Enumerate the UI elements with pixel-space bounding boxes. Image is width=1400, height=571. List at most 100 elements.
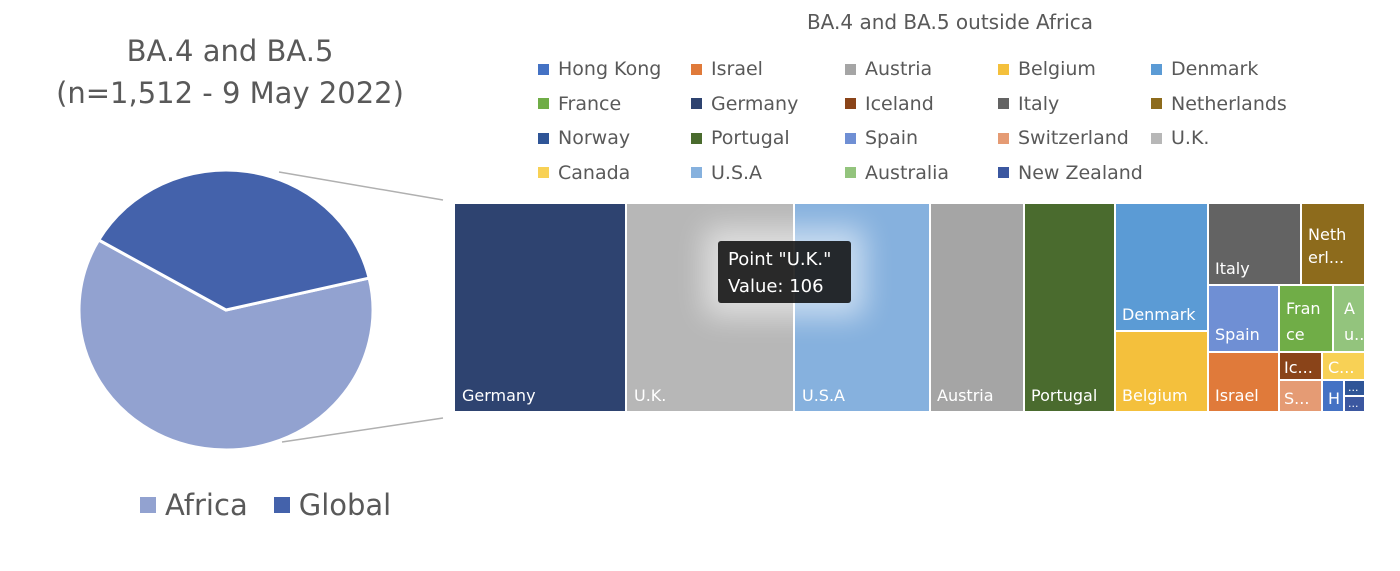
- treemap-label-new-zealand: ...: [1348, 397, 1359, 410]
- legend-swatch-hong-kong: [538, 63, 549, 75]
- legend-item-africa[interactable]: Africa: [140, 488, 248, 522]
- legend-swatch-u-k: [1151, 132, 1162, 144]
- pie-title-line2: (n=1,512 - 9 May 2022): [56, 76, 404, 110]
- legend-item-spain[interactable]: Spain: [845, 126, 918, 150]
- legend-label-hong-kong: Hong Kong: [558, 58, 662, 80]
- legend-swatch-iceland: [845, 98, 856, 109]
- treemap-label-belgium: Belgium: [1122, 386, 1188, 405]
- legend-label-belgium: Belgium: [1018, 58, 1096, 80]
- legend-label-africa: Africa: [165, 488, 248, 522]
- treemap-tile-netherlands[interactable]: [1302, 204, 1364, 284]
- legend-item-austria[interactable]: Austria: [845, 57, 932, 81]
- legend-item-norway[interactable]: Norway: [538, 126, 630, 150]
- legend-item-israel[interactable]: Israel: [691, 57, 763, 81]
- connector-line-bottom: [281, 417, 444, 443]
- legend-swatch-portugal: [691, 132, 702, 144]
- legend-item-netherlands[interactable]: Netherlands: [1151, 92, 1287, 116]
- treemap-tile-denmark[interactable]: [1116, 204, 1207, 330]
- legend-label-italy: Italy: [1018, 92, 1060, 115]
- legend-item-global[interactable]: Global: [273, 488, 392, 522]
- legend-label-spain: Spain: [865, 127, 919, 149]
- legend-item-australia[interactable]: Australia: [845, 161, 949, 185]
- treemap-label-hong-kong: H: [1328, 389, 1340, 408]
- legend-item-italy[interactable]: Italy: [998, 92, 1059, 116]
- treemap-label-canada: C...: [1328, 358, 1354, 377]
- treemap-label-u-k: U.K.: [634, 386, 666, 405]
- treemap-label-france-1: Fran: [1286, 299, 1321, 318]
- treemap-tile-hong-kong[interactable]: [1323, 381, 1343, 411]
- legend-item-hong-kong[interactable]: Hong Kong: [538, 57, 661, 81]
- legend-label-canada: Canada: [558, 161, 631, 184]
- treemap-tile-u-k[interactable]: [627, 204, 793, 411]
- legend-item-switzerland[interactable]: Switzerland: [998, 126, 1129, 150]
- treemap-tile-portugal[interactable]: [1025, 204, 1114, 411]
- treemap-tile-israel[interactable]: [1209, 353, 1278, 411]
- legend-swatch-israel: [691, 63, 702, 75]
- legend-item-portugal[interactable]: Portugal: [691, 126, 790, 150]
- legend-label-israel: Israel: [711, 58, 763, 80]
- data-point-tooltip: Point "U.K." Value: 106: [718, 241, 851, 303]
- legend-label-austria: Austria: [865, 58, 933, 80]
- pie-slice-global[interactable]: [96, 168, 371, 312]
- legend-item-belgium[interactable]: Belgium: [998, 57, 1096, 81]
- legend-swatch-u-s-a: [691, 167, 702, 178]
- legend-swatch-germany: [691, 98, 702, 109]
- legend-label-denmark: Denmark: [1171, 58, 1259, 80]
- legend-label-switzerland: Switzerland: [1018, 127, 1129, 149]
- legend-item-u-s-a[interactable]: U.S.A: [691, 161, 762, 185]
- legend-swatch-netherlands: [1151, 98, 1162, 109]
- treemap-tile-france[interactable]: [1280, 286, 1332, 351]
- legend-label-u-s-a: U.S.A: [711, 161, 763, 184]
- treemap-tile-italy[interactable]: [1209, 204, 1300, 284]
- legend-swatch-new-zealand: [998, 167, 1009, 178]
- treemap-tile-belgium[interactable]: [1116, 332, 1207, 411]
- treemap-title: BA.4 and BA.5 outside Africa: [806, 10, 1094, 34]
- treemap-tile-new-zealand[interactable]: [1345, 397, 1364, 411]
- legend-swatch-africa: [140, 497, 156, 513]
- treemap-label-iceland: Ic...: [1284, 358, 1313, 377]
- legend-swatch-belgium: [998, 63, 1009, 75]
- treemap-label-france-2: ce: [1286, 325, 1305, 344]
- legend-swatch-france: [538, 98, 549, 109]
- legend-item-france[interactable]: France: [538, 92, 621, 116]
- treemap-tile-u-s-a[interactable]: [795, 204, 929, 411]
- legend-item-canada[interactable]: Canada: [538, 161, 630, 185]
- treemap-label-australia-2: u...: [1344, 325, 1369, 344]
- treemap-tile-norway[interactable]: [1345, 381, 1364, 395]
- legend-item-denmark[interactable]: Denmark: [1151, 57, 1258, 81]
- treemap-label-u-s-a: U.S.A: [802, 386, 845, 405]
- treemap-tile-australia[interactable]: [1334, 286, 1364, 351]
- legend-label-portugal: Portugal: [711, 127, 790, 149]
- treemap-tile-germany[interactable]: [455, 204, 625, 411]
- treemap-tile-austria[interactable]: [931, 204, 1023, 411]
- pie-chart-title: BA.4 and BA.5 (n=1,512 - 9 May 2022): [40, 30, 420, 114]
- legend-label-australia: Australia: [865, 161, 950, 184]
- treemap-tile-spain[interactable]: [1209, 286, 1278, 351]
- connector-line-top: [278, 171, 444, 201]
- legend-swatch-austria: [845, 63, 856, 75]
- legend-swatch-global: [273, 497, 290, 513]
- pie-title-line1: BA.4 and BA.5: [126, 34, 334, 68]
- treemap-label-norway: ...: [1348, 381, 1359, 394]
- legend-label-norway: Norway: [558, 127, 631, 149]
- treemap-label-denmark: Denmark: [1122, 305, 1196, 324]
- legend-swatch-switzerland: [998, 132, 1009, 144]
- pie-slice-africa[interactable]: [77, 237, 375, 452]
- treemap-tile-iceland[interactable]: [1280, 353, 1321, 379]
- legend-item-iceland[interactable]: Iceland: [845, 92, 934, 116]
- legend-item-new-zealand[interactable]: New Zealand: [998, 161, 1143, 185]
- legend-item-germany[interactable]: Germany: [691, 92, 798, 116]
- treemap-tile-canada[interactable]: [1323, 353, 1364, 379]
- legend-swatch-norway: [538, 132, 549, 144]
- legend-swatch-spain: [845, 132, 856, 144]
- treemap-label-israel: Israel: [1215, 386, 1259, 405]
- treemap-label-netherlands-1: Neth: [1308, 225, 1346, 244]
- treemap-label-netherlands-2: erl...: [1308, 248, 1344, 267]
- legend-label-global: Global: [298, 488, 392, 522]
- legend-item-u-k[interactable]: U.K.: [1151, 126, 1209, 150]
- legend-label-new-zealand: New Zealand: [1018, 161, 1143, 184]
- treemap-tile-switzerland[interactable]: [1280, 381, 1321, 411]
- treemap-label-spain: Spain: [1215, 325, 1260, 344]
